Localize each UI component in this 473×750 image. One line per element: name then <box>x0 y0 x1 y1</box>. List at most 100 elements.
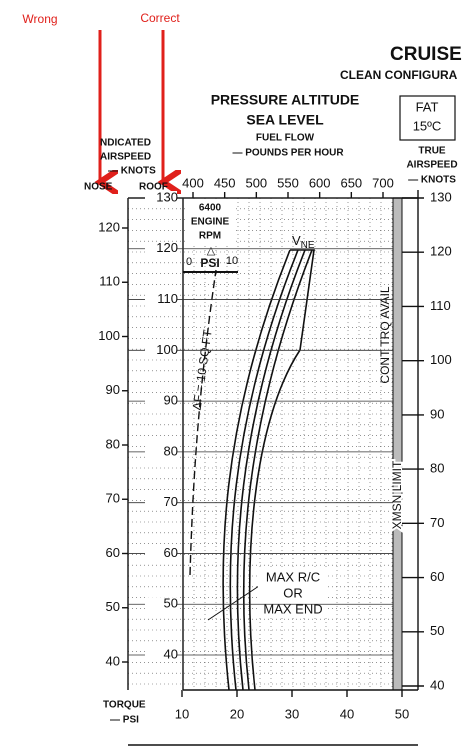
nose-tick-label: 70 <box>106 491 120 506</box>
psi-ten: 10 <box>226 255 238 267</box>
fat-label: FAT <box>416 99 439 114</box>
torque-label: TORQUE <box>103 700 146 711</box>
tas-tick-label: 90 <box>430 406 444 421</box>
fuel-tick-label: 600 <box>309 175 331 190</box>
drag-curve <box>189 269 217 576</box>
roof-tick-label: 90 <box>164 393 178 408</box>
tas-tick-label: 40 <box>430 677 444 692</box>
roof-label-bg <box>145 241 177 256</box>
tas-tick-label: 50 <box>430 623 444 638</box>
roof-label-bg <box>145 546 177 561</box>
fat-value: 15ºC <box>413 118 442 133</box>
subtitle: CLEAN CONFIGURA <box>340 68 458 82</box>
nose-tick-label: 40 <box>106 653 120 668</box>
roof-tick-label: 100 <box>156 342 178 357</box>
roof-label-bg <box>145 597 177 612</box>
roof-label-bg <box>145 648 177 662</box>
correct-label: Correct <box>140 11 180 25</box>
nose-tick-label: 110 <box>99 274 120 289</box>
altitude-value: SEA LEVEL <box>246 112 324 128</box>
perf-curve <box>236 249 306 691</box>
leader-line <box>207 581 266 621</box>
nose-tick-label: 100 <box>98 328 120 343</box>
ias-label: — KNOTS <box>108 166 156 177</box>
torque-tick-label: 30 <box>285 706 299 721</box>
perf-curve <box>248 349 301 691</box>
roof-tick-label: 70 <box>164 494 178 509</box>
psi-label: PSI <box>200 256 219 270</box>
torque-label: — PSI <box>110 715 139 726</box>
fuel-tick-label: 400 <box>182 175 204 190</box>
nose-tick-label: 90 <box>106 382 120 397</box>
rpm-label: ENGINE <box>191 217 230 228</box>
roof-label-bg <box>145 444 177 459</box>
xmsn-halo: XMSN LIMIT <box>390 460 404 529</box>
vne-line <box>290 249 315 351</box>
or-label: OR <box>283 585 303 600</box>
fuel-tick-label: 700 <box>372 175 394 190</box>
max-end-label: MAX END <box>263 601 322 616</box>
torque-tick-label: 50 <box>395 706 409 721</box>
perf-curve <box>222 249 291 691</box>
ias-label: NDICATED <box>100 138 151 149</box>
tas-tick-label: 70 <box>430 515 444 530</box>
fuel-tick-label: 450 <box>214 175 236 190</box>
nose-tick-label: 50 <box>106 599 120 614</box>
vne: V <box>292 233 301 248</box>
roof-tick-label: 60 <box>164 545 178 560</box>
xmsn-label: XMSN LIMIT <box>390 460 404 529</box>
nose-tick-label: 120 <box>98 219 120 234</box>
roof-label-bg <box>145 495 177 510</box>
roof-tick-label: 110 <box>157 291 178 306</box>
roof-tick-label: 130 <box>156 189 178 204</box>
roof-tick-label: 120 <box>156 240 178 255</box>
fuel-tick-label: 500 <box>245 175 267 190</box>
delta-mark: △ <box>207 245 216 257</box>
fat-box <box>399 95 456 141</box>
torque-tick-label: 20 <box>230 706 244 721</box>
fuel-flow-label: FUEL FLOW <box>256 133 315 144</box>
roof-label-bg <box>145 394 177 409</box>
nose-tick-label: 80 <box>106 436 120 451</box>
tas-label: — KNOTS <box>408 175 456 186</box>
tas-tick-label: 80 <box>430 461 444 476</box>
nose-label: NOSE <box>84 182 113 193</box>
fuel-units: — POUNDS PER HOUR <box>232 148 344 159</box>
torque-tick-label: 10 <box>175 706 189 721</box>
roof-label: ROOF <box>139 182 168 193</box>
fuel-tick-label: 550 <box>277 175 299 190</box>
roof-tick-label: 50 <box>164 596 178 611</box>
rpm-box <box>186 200 236 245</box>
wrong-label: Wrong <box>22 12 57 26</box>
max-rc-label: MAX R/C <box>266 569 320 584</box>
ias-label: AIRSPEED <box>100 152 151 163</box>
maxend-box <box>258 570 328 618</box>
title: CRUISE <box>390 44 462 65</box>
drag-label: ΔF = 10 SQ FT <box>190 328 215 411</box>
tas-tick-label: 130 <box>430 189 452 204</box>
altitude-title: PRESSURE ALTITUDE <box>211 92 360 108</box>
tas-label: TRUE <box>418 146 446 157</box>
rpm-value: 6400 <box>199 203 222 214</box>
tas-tick-label: 100 <box>430 352 452 367</box>
tas-tick-label: 110 <box>430 298 451 313</box>
torque-tick-label: 40 <box>340 706 354 721</box>
psi-zero: 0 <box>186 256 192 268</box>
vne-sub: NE <box>301 240 315 251</box>
nose-tick-label: 60 <box>106 545 120 560</box>
tas-tick-label: 60 <box>430 569 444 584</box>
tas-tick-label: 120 <box>430 244 452 259</box>
perf-curve <box>229 249 299 691</box>
roof-label-bg <box>145 343 177 358</box>
vne-label: VNE <box>292 233 315 250</box>
fuel-tick-label: 650 <box>340 175 362 190</box>
tas-label: AIRSPEED <box>406 160 457 171</box>
rpm-label: RPM <box>199 231 221 242</box>
roof-tick-label: 40 <box>164 646 178 661</box>
roof-label-bg <box>145 292 177 307</box>
xmsn-band <box>392 197 403 691</box>
cont-trq-label: CONT TRQ AVAIL <box>378 286 392 383</box>
roof-tick-label: 80 <box>164 443 178 458</box>
roof-label-bg <box>145 191 177 205</box>
